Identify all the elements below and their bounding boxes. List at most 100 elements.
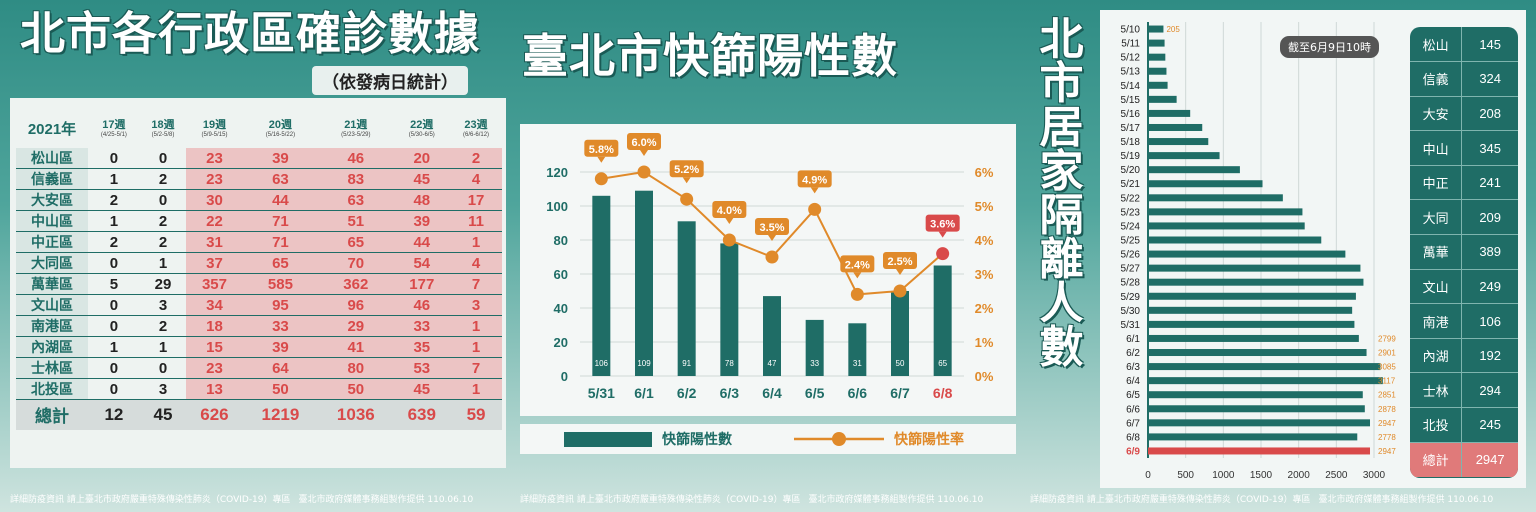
y-tick-label: 6/2 <box>1126 348 1140 359</box>
bar-value-label: 3085 <box>1378 363 1396 372</box>
y-tick-label: 5/20 <box>1121 165 1141 176</box>
bar <box>1148 433 1358 441</box>
district-weekly-table: 2021年 17週 (4/25-5/1) 18週 (5/2-5/8) 19週 (5/9… <box>16 110 502 430</box>
bar <box>1148 95 1177 103</box>
y-tick-label: 5/31 <box>1121 320 1141 331</box>
case-count-cell: 1219 <box>242 399 319 430</box>
case-count-cell: 31 <box>186 231 243 254</box>
case-count-cell: 4 <box>450 168 502 191</box>
table-row: 文山區 0 3 34 95 96 46 3 <box>16 294 502 317</box>
y2-tick-label: 5% <box>975 199 994 214</box>
bar-value-label: 31 <box>853 359 862 368</box>
district-name: 南港 <box>1410 303 1463 339</box>
case-count-cell: 33 <box>242 315 319 338</box>
y-tick-label: 5/10 <box>1121 25 1141 36</box>
rate-value-label: 2.5% <box>887 256 912 268</box>
week-header: 23週 (6/6-6/12) <box>463 118 490 138</box>
district-count: 389 <box>1461 234 1518 270</box>
table-row: 士林區 0 0 23 64 80 53 7 <box>16 357 502 380</box>
table-row: 大安區 2 0 30 44 63 48 17 <box>16 189 502 212</box>
case-count-cell: 362 <box>318 273 394 296</box>
y-tick-label: 100 <box>546 199 568 214</box>
case-count-cell: 39 <box>242 336 319 359</box>
table-row: 內湖區 1 1 15 39 41 35 1 <box>16 336 502 359</box>
case-count-cell: 2 <box>88 231 140 254</box>
footer-info: 詳細防疫資訊 請上臺北市政府嚴重特殊傳染性肺炎（COVID-19）專區 <box>1030 495 1311 505</box>
case-count-cell: 37 <box>186 252 243 275</box>
district-table-panel: 2021年 17週 (4/25-5/1) 18週 (5/2-5/8) 19週 (5/9… <box>10 98 506 468</box>
case-count-cell: 95 <box>242 294 319 317</box>
rate-value-label: 5.2% <box>674 164 699 176</box>
rate-value-label: 3.5% <box>759 222 784 234</box>
week-header: 17週 (4/25-5/1) <box>100 118 127 138</box>
bar <box>1148 250 1346 258</box>
x-tick-label: 3000 <box>1363 470 1386 481</box>
rate-label-pointer <box>896 269 904 275</box>
bar-value-label: 65 <box>938 359 947 368</box>
bar-value-label: 2947 <box>1378 447 1396 456</box>
as-of-note: 截至6月9日10時 <box>1280 36 1379 58</box>
y-tick-label: 20 <box>554 335 568 350</box>
y-tick-label: 5/18 <box>1121 137 1141 148</box>
district-count: 106 <box>1461 303 1518 339</box>
case-count-cell: 7 <box>450 357 502 380</box>
case-count-cell: 7 <box>450 273 502 296</box>
case-count-cell: 639 <box>393 399 451 430</box>
case-count-cell: 1 <box>88 210 140 233</box>
legend-line-label: 快篩陽性率 <box>894 432 964 448</box>
x-tick-label: 6/8 <box>933 385 953 401</box>
bar <box>891 291 909 376</box>
y-tick-label: 40 <box>554 301 568 316</box>
case-count-cell: 2 <box>139 231 187 254</box>
case-count-cell: 65 <box>242 252 319 275</box>
case-count-cell: 2 <box>139 168 187 191</box>
case-count-cell: 44 <box>393 231 451 254</box>
bar <box>1148 377 1383 385</box>
case-count-cell: 1 <box>450 315 502 338</box>
bar <box>1148 81 1168 89</box>
case-count-cell: 23 <box>186 168 243 191</box>
table-row: 北投區 0 3 13 50 50 45 1 <box>16 378 502 401</box>
panel3-title: 北市居家隔離人數 <box>1036 18 1088 370</box>
x-tick-label: 6/3 <box>720 385 740 401</box>
case-count-cell: 70 <box>318 252 394 275</box>
case-count-cell: 64 <box>242 357 319 380</box>
y-tick-label: 5/21 <box>1121 179 1141 190</box>
district-name: 中山區 <box>16 210 88 233</box>
legend-bar-label: 快篩陽性數 <box>662 432 732 448</box>
case-count-cell: 1 <box>450 378 502 401</box>
y-tick-label: 5/11 <box>1121 39 1140 50</box>
table-body: 松山區 0 0 23 39 46 20 2 信義區 1 2 23 63 83 45 4 大安區 2 0 30 44 63 4… <box>16 148 502 430</box>
y-tick-label: 6/9 <box>1126 446 1140 457</box>
bar <box>1148 405 1365 413</box>
y-tick-label: 6/4 <box>1126 376 1140 387</box>
y-tick-label: 5/12 <box>1121 53 1141 64</box>
rate-point <box>893 284 907 298</box>
y-tick-label: 6/6 <box>1126 404 1140 415</box>
case-count-cell: 2 <box>450 148 502 170</box>
district-name: 北投 <box>1410 407 1463 443</box>
y-tick-label: 5/15 <box>1121 95 1141 106</box>
case-count-cell: 53 <box>393 357 451 380</box>
case-count-cell: 63 <box>242 168 319 191</box>
district-name: 信義區 <box>16 168 88 191</box>
rate-label-box <box>883 252 917 269</box>
y-tick-label: 5/13 <box>1121 67 1141 78</box>
bar-value-label: 50 <box>896 359 905 368</box>
table-row: 中山區 1 2 22 71 51 39 11 <box>16 210 502 233</box>
y-tick-label: 5/30 <box>1121 306 1141 317</box>
quarantine-chart-panel: 0 500 1000 1500 2000 2500 3000 5/10 205 5/11 5/12 5… <box>1100 10 1526 488</box>
bar <box>1148 166 1240 174</box>
footer-credit: 臺北市政府媒體事務組製作提供 110.06.10 <box>298 495 474 505</box>
x-tick-label: 0 <box>1145 470 1151 481</box>
case-count-cell: 626 <box>186 399 243 430</box>
title-char: 數 <box>1039 322 1085 373</box>
case-count-cell: 33 <box>393 315 451 338</box>
bar <box>1148 25 1164 33</box>
y2-tick-label: 3% <box>975 267 994 282</box>
bar <box>1148 264 1361 272</box>
rate-label-pointer <box>768 235 776 241</box>
y-tick-label: 80 <box>554 233 568 248</box>
y-tick-label: 5/25 <box>1121 236 1141 247</box>
bar <box>1148 419 1371 427</box>
